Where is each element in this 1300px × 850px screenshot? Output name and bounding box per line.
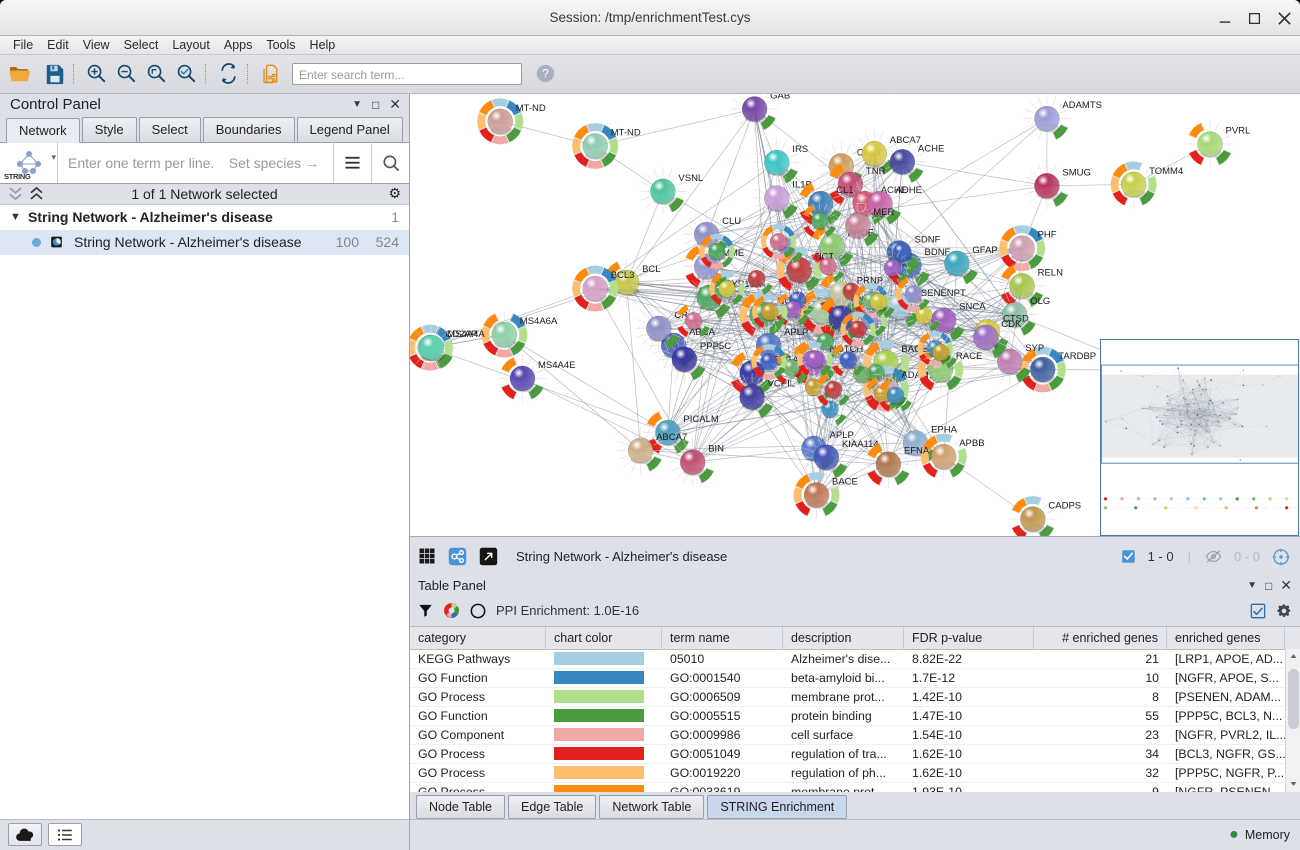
svg-text:VSNL: VSNL xyxy=(678,172,703,183)
svg-text:RELN: RELN xyxy=(1038,267,1063,278)
svg-text:BCL3: BCL3 xyxy=(611,270,635,281)
svg-text:PHF: PHF xyxy=(1038,229,1057,240)
svg-text:EFNA: EFNA xyxy=(904,445,930,456)
svg-text:SMUG: SMUG xyxy=(1062,167,1091,178)
svg-text:GAB: GAB xyxy=(770,94,790,102)
svg-text:SYP: SYP xyxy=(1025,342,1044,353)
svg-text:TARDBP: TARDBP xyxy=(1058,351,1096,362)
svg-text:GFAP: GFAP xyxy=(972,244,997,255)
svg-text:CLU: CLU xyxy=(722,216,741,227)
svg-text:OLG: OLG xyxy=(1030,296,1050,307)
svg-text:MS4A6A: MS4A6A xyxy=(520,316,558,327)
svg-text:?: ? xyxy=(542,67,549,81)
svg-text:MER: MER xyxy=(873,207,894,218)
svg-text:MT-ND: MT-ND xyxy=(516,102,546,113)
svg-text:ADHE: ADHE xyxy=(896,185,922,196)
svg-text:PSENENPT: PSENENPT xyxy=(915,288,966,299)
svg-text:MS4A4A: MS4A4A xyxy=(447,329,485,340)
svg-text:IRS: IRS xyxy=(792,144,808,155)
svg-text:SDNF: SDNF xyxy=(915,234,941,245)
svg-text:MS4A4E: MS4A4E xyxy=(538,359,576,370)
svg-text:PPP5C: PPP5C xyxy=(700,340,731,351)
svg-text:RACE: RACE xyxy=(956,351,982,362)
svg-text:ABCA7: ABCA7 xyxy=(890,135,921,146)
svg-text:PVRL: PVRL xyxy=(1226,125,1251,136)
svg-text:CL1: CL1 xyxy=(836,185,853,196)
svg-text:CDK: CDK xyxy=(1001,318,1022,329)
svg-text:BCL: BCL xyxy=(642,264,660,275)
svg-text:CADPS: CADPS xyxy=(1048,500,1081,511)
svg-text:TNR: TNR xyxy=(866,165,886,176)
svg-text:ABCA7: ABCA7 xyxy=(656,431,687,442)
svg-text:BACE: BACE xyxy=(832,476,858,487)
svg-text:SNCA: SNCA xyxy=(959,301,986,312)
svg-text:BDNF: BDNF xyxy=(925,246,951,257)
svg-text:APLP: APLP xyxy=(784,327,808,338)
svg-text:BIN: BIN xyxy=(708,443,724,454)
svg-text:TOMM4: TOMM4 xyxy=(1149,165,1183,176)
svg-text:PICALM: PICALM xyxy=(683,414,718,425)
svg-text:ACHE: ACHE xyxy=(918,143,944,154)
svg-text:MT-ND: MT-ND xyxy=(611,127,641,138)
svg-text:ADAMTS: ADAMTS xyxy=(1062,100,1102,111)
svg-text:APBB: APBB xyxy=(959,438,984,449)
